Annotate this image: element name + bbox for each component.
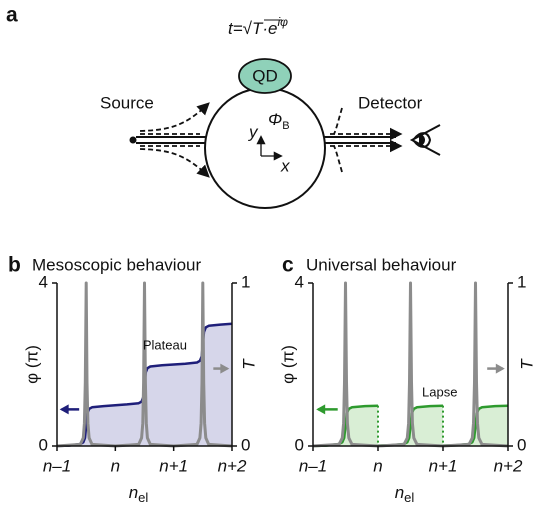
y2-tick-label: 0 <box>517 435 526 454</box>
x-tick-label: n+1 <box>429 456 458 475</box>
x-label-main: n <box>129 483 138 502</box>
chart-title: Universal behaviour <box>306 255 457 274</box>
qd-label: QD <box>252 66 278 85</box>
coordinate-axes <box>261 137 281 156</box>
y-tick-label: 0 <box>295 435 304 454</box>
phase-axis-arrow-head <box>60 404 69 414</box>
y2-tick-label: 1 <box>517 272 526 291</box>
y-tick-label: 4 <box>39 272 48 291</box>
phase-axis-arrow-head <box>316 404 325 414</box>
x-tick-label: n+2 <box>218 456 247 475</box>
formula: t=√T·eiφ <box>228 15 288 38</box>
ring <box>205 88 325 208</box>
x-tick-label: n–1 <box>299 456 327 475</box>
y-axis-label: y <box>248 122 259 141</box>
annotation: Lapse <box>422 384 457 399</box>
flux: ΦB <box>268 110 290 131</box>
x-tick-label: n+2 <box>494 456 523 475</box>
annotation: Plateau <box>143 338 187 353</box>
panel-label: b <box>8 254 21 277</box>
panel-label: c <box>282 254 294 277</box>
eye <box>412 125 440 155</box>
y-axis-label: φ (π) <box>22 345 41 384</box>
x-label-sub: el <box>404 490 414 505</box>
x-axis-label: nel <box>129 483 149 505</box>
x-label-main: n <box>395 483 404 502</box>
panel-label: a <box>6 4 18 27</box>
y-axis-label: φ (π) <box>278 345 297 384</box>
detector-label: Detector <box>358 93 423 112</box>
chart-title: Mesoscopic behaviour <box>32 255 201 274</box>
y-tick-label: 4 <box>295 272 304 291</box>
y2-tick-label: 0 <box>241 435 250 454</box>
source-dot <box>130 137 137 144</box>
transmission-axis-arrow-head <box>496 364 505 374</box>
x-label-sub: el <box>138 490 148 505</box>
y-tick-label: 0 <box>39 435 48 454</box>
x-tick-label: n <box>111 456 120 475</box>
x-tick-label: n+1 <box>159 456 188 475</box>
diagram: a t=√T·eiφ QD Source Detector y x ΦB <box>6 4 440 208</box>
figure: a t=√T·eiφ QD Source Detector y x ΦB <box>0 0 539 511</box>
flux-symbol: Φ <box>268 110 282 129</box>
formula-text: t=√T·e <box>228 19 277 38</box>
pupil <box>419 134 425 146</box>
flux-sub: B <box>282 120 289 132</box>
y2-tick-label: 1 <box>241 272 250 291</box>
leads <box>136 137 396 143</box>
x-axis-label: x <box>280 156 290 175</box>
formula-sup: iφ <box>277 15 288 29</box>
x-tick-label: n–1 <box>43 456 71 475</box>
x-axis-label: nel <box>395 483 415 505</box>
source-label: Source <box>100 93 154 112</box>
y2-axis-label: T <box>517 358 536 370</box>
y2-axis-label: T <box>239 358 258 370</box>
x-tick-label: n <box>373 456 382 475</box>
